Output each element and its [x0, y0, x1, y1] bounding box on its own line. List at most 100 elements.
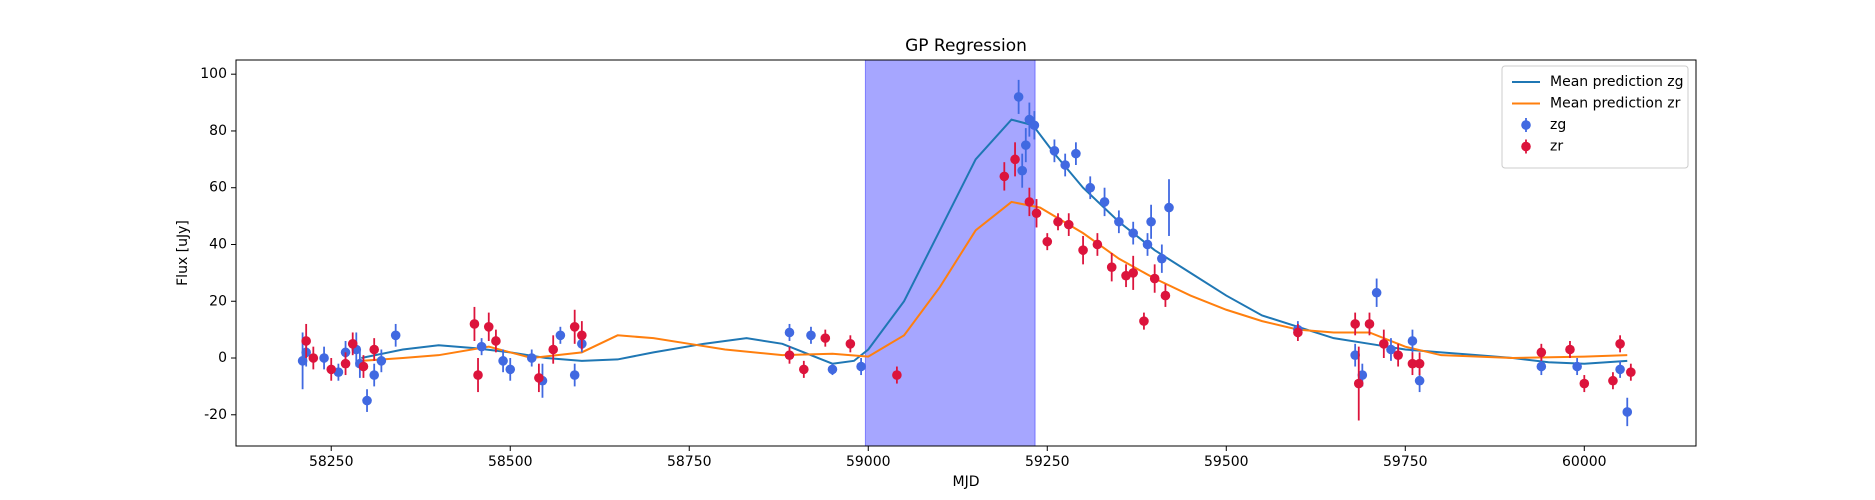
data-point	[319, 353, 329, 363]
data-point	[308, 353, 319, 363]
legend-label: Mean prediction zg	[1550, 74, 1684, 90]
data-point	[369, 370, 379, 380]
data-point	[1139, 316, 1149, 326]
legend-box	[1501, 65, 1689, 169]
y-tick-label: 100	[200, 66, 227, 82]
data-point	[534, 373, 544, 383]
data-point	[784, 350, 795, 360]
data-point	[1049, 146, 1060, 156]
x-axis-label: MJD	[953, 474, 980, 490]
data-point	[1078, 245, 1088, 255]
chart-title: GP Regression	[905, 36, 1027, 56]
data-point	[1128, 228, 1138, 238]
data-point	[1579, 378, 1590, 389]
data-point	[358, 361, 369, 372]
data-point	[1029, 120, 1040, 131]
data-point	[1128, 268, 1138, 278]
data-point	[1393, 350, 1403, 360]
data-point	[548, 344, 559, 355]
data-point	[1099, 197, 1110, 207]
data-point	[577, 330, 587, 341]
data-point	[1010, 154, 1020, 165]
data-point	[1042, 236, 1053, 247]
data-point	[369, 344, 379, 355]
y-tick-label: 60	[209, 180, 227, 196]
data-point	[999, 171, 1010, 182]
data-point	[1371, 287, 1382, 298]
data-point	[845, 339, 856, 349]
data-point	[1114, 216, 1124, 227]
mean-line	[361, 200, 1628, 362]
data-point	[1060, 160, 1070, 170]
data-point	[1615, 364, 1625, 375]
data-point	[376, 356, 387, 366]
data-point	[498, 356, 508, 366]
data-point	[1146, 216, 1156, 227]
axes-frame	[235, 59, 1697, 447]
data-point	[473, 370, 483, 380]
data-point	[569, 370, 580, 380]
data-point	[1293, 327, 1303, 338]
data-point	[1031, 208, 1042, 219]
data-point	[1407, 358, 1418, 369]
x-tick-label: 59500	[1204, 454, 1249, 470]
data-point	[892, 370, 902, 380]
y-tick-label: 20	[209, 293, 227, 309]
x-tick-label: 59750	[1383, 454, 1428, 470]
legend-marker	[1521, 120, 1531, 130]
x-tick-label: 60000	[1562, 454, 1607, 470]
data-point	[784, 327, 795, 338]
legend-marker	[1521, 141, 1531, 152]
data-point	[1350, 350, 1360, 360]
data-point	[491, 336, 501, 346]
data-point	[1013, 92, 1024, 102]
y-tick-label: 80	[209, 123, 227, 139]
x-tick-label: 59250	[1025, 454, 1070, 470]
data-point	[297, 356, 308, 366]
data-point	[1092, 239, 1103, 250]
data-point	[301, 336, 311, 346]
data-point	[1164, 202, 1174, 213]
data-point	[505, 364, 516, 375]
legend-label: zg	[1550, 117, 1566, 133]
data-point	[1407, 336, 1418, 346]
data-point	[799, 364, 809, 375]
data-point	[1622, 407, 1633, 417]
data-point	[1149, 273, 1160, 284]
data-point	[1053, 216, 1063, 227]
data-point	[469, 319, 480, 329]
data-point	[1071, 148, 1081, 159]
data-point	[1085, 182, 1096, 193]
x-tick-label: 59000	[846, 454, 891, 470]
data-point	[326, 364, 337, 375]
data-point	[1572, 361, 1582, 372]
x-tick-label: 58750	[667, 454, 712, 470]
data-point	[1063, 219, 1074, 230]
data-point	[1386, 344, 1396, 355]
data-point	[555, 330, 566, 341]
data-point	[362, 395, 372, 406]
data-point	[856, 361, 866, 372]
legend-label: Mean prediction zr	[1550, 96, 1681, 112]
data-point	[827, 364, 838, 375]
data-point	[1379, 339, 1389, 349]
data-point	[1536, 347, 1547, 358]
data-point	[1565, 344, 1575, 355]
legend-label: zr	[1550, 139, 1563, 155]
y-axis-label: Flux [uJy]	[175, 220, 191, 286]
y-tick-label: 40	[209, 236, 227, 252]
data-point	[526, 353, 537, 363]
plot-area	[297, 79, 1636, 427]
data-point	[1160, 290, 1171, 301]
data-point	[1106, 262, 1117, 272]
data-point	[1626, 367, 1636, 378]
data-point	[1350, 319, 1360, 329]
data-point	[1414, 358, 1425, 369]
data-point	[1615, 339, 1625, 349]
data-point	[1353, 378, 1364, 389]
y-tick-label: -20	[204, 407, 227, 423]
data-point	[1608, 375, 1618, 386]
data-point	[1364, 319, 1375, 329]
data-point	[1536, 361, 1547, 372]
